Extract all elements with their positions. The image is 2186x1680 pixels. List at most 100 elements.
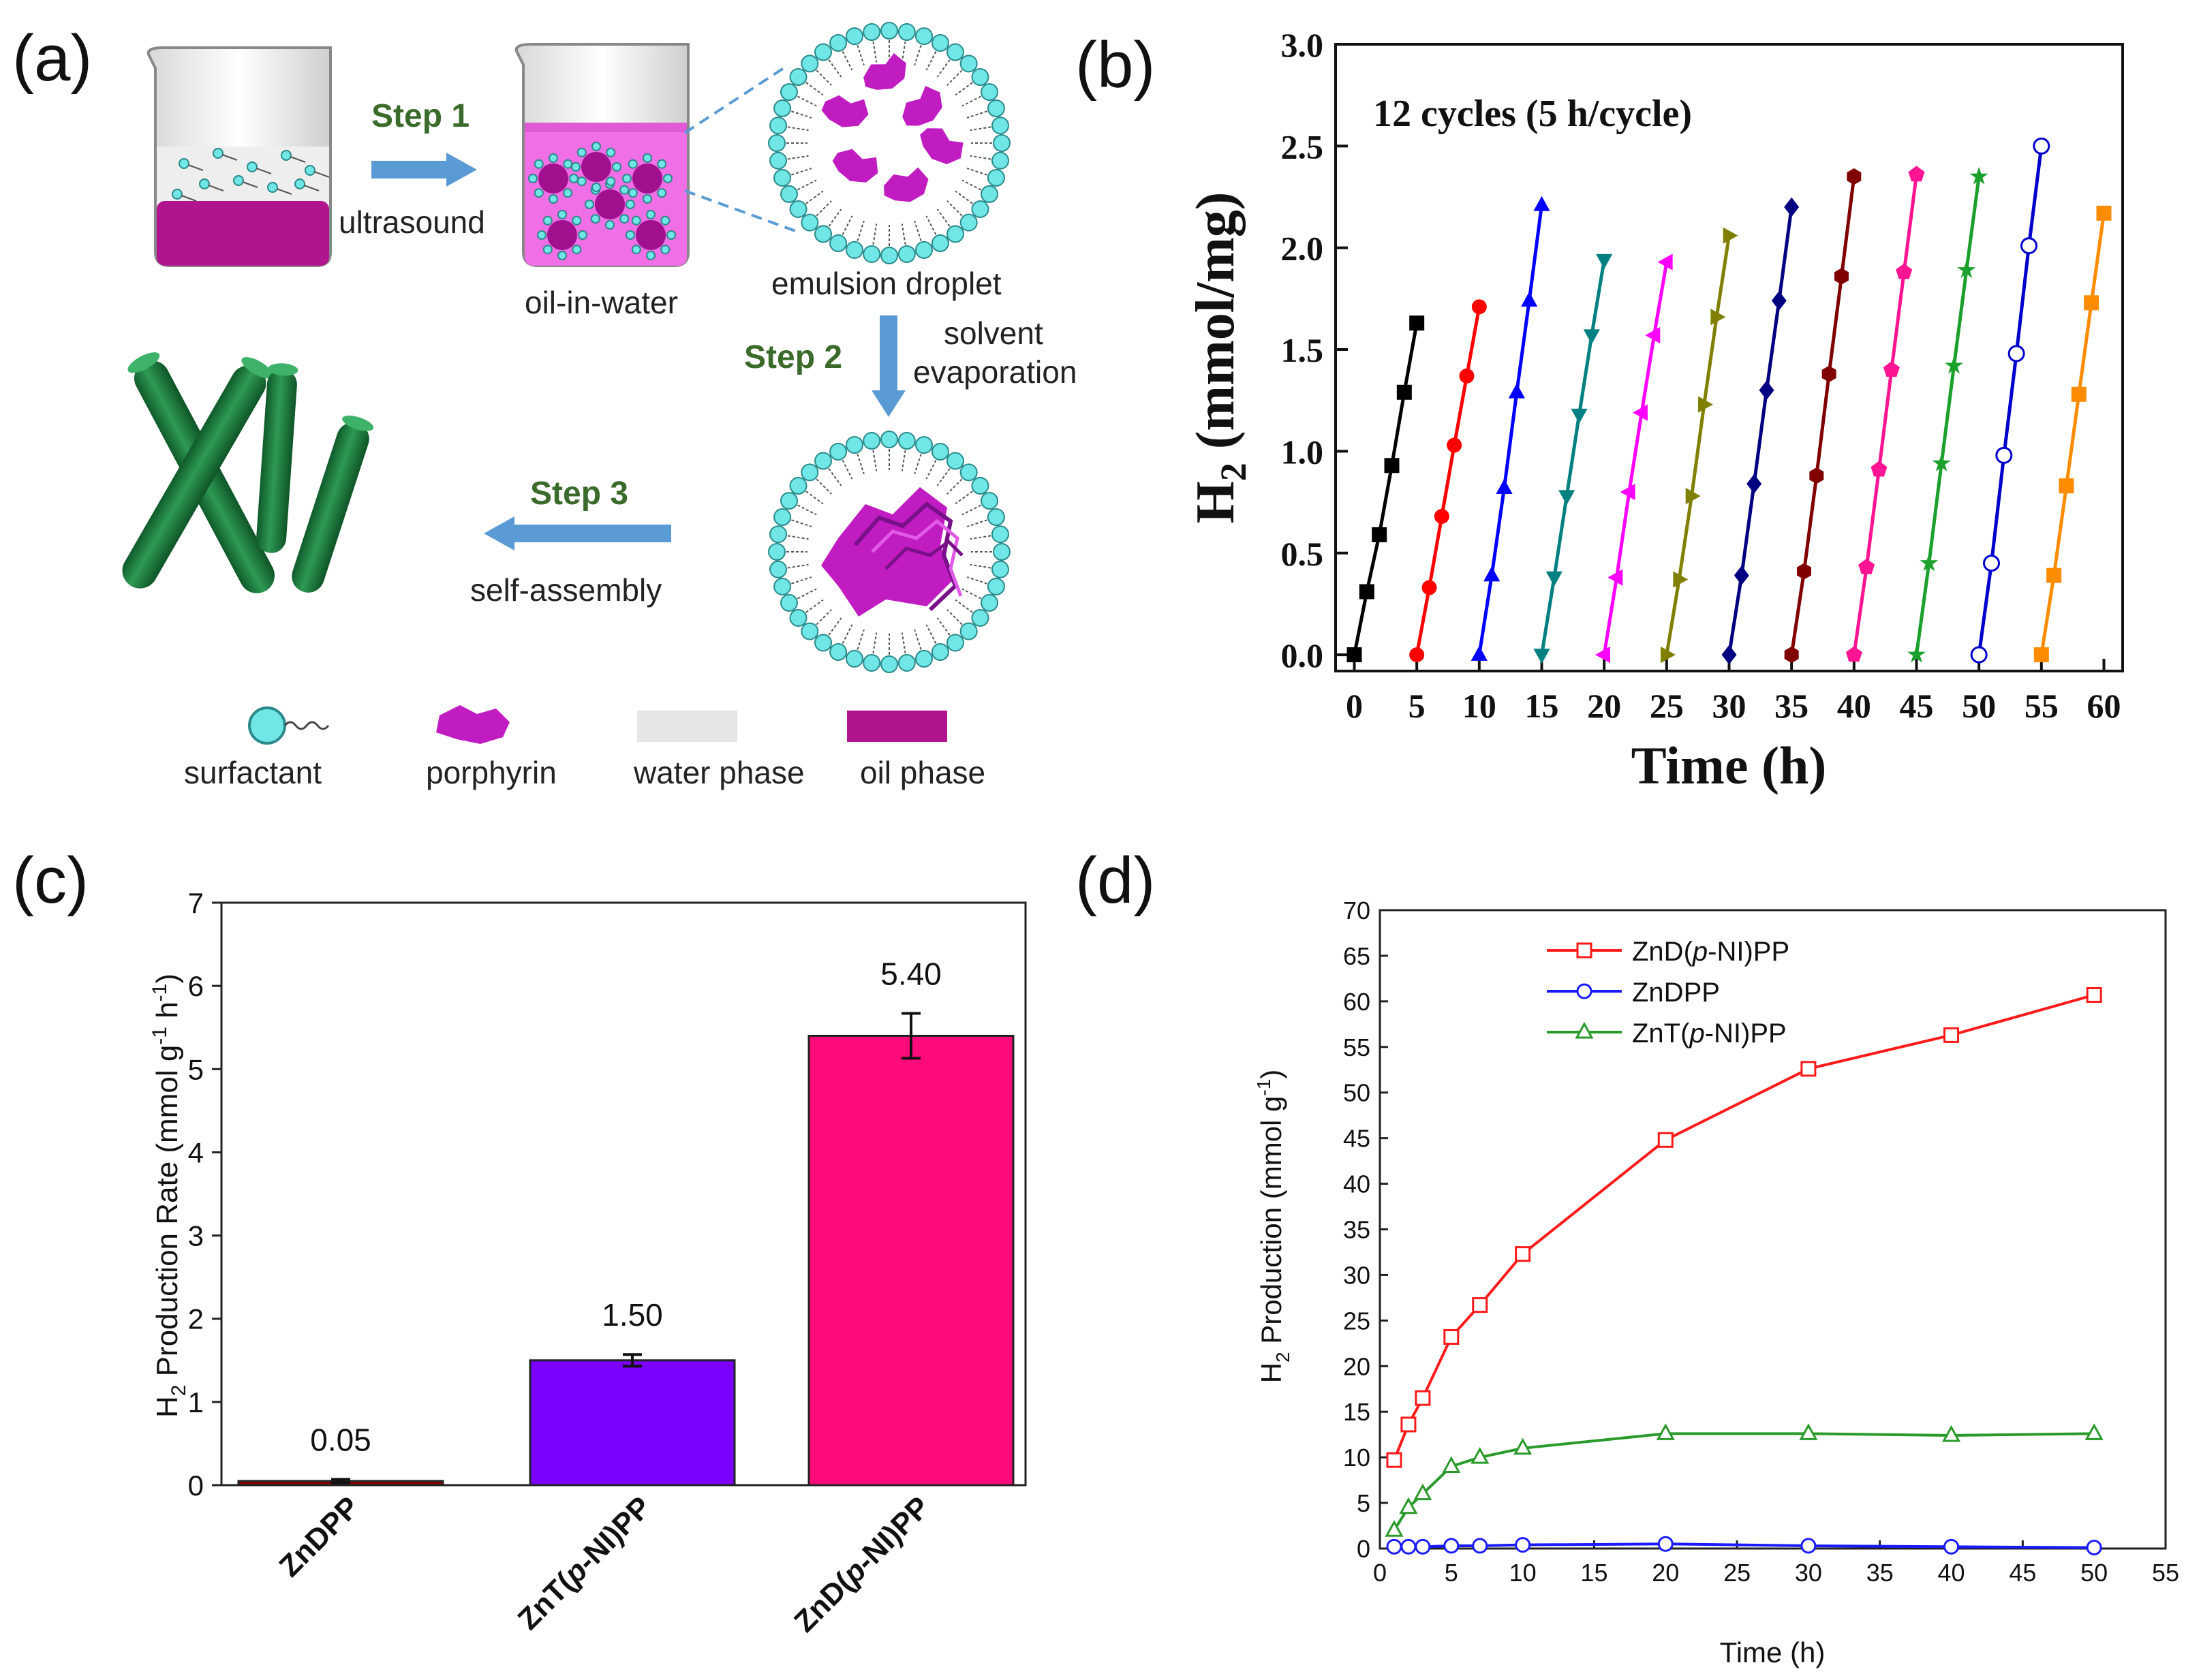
surfactant-molecule (606, 147, 616, 157)
y-tick-label-d: 30 (1343, 1261, 1370, 1289)
surfactant-head (987, 508, 1005, 527)
x-tick-label-b: 15 (1525, 687, 1559, 725)
data-point (1409, 647, 1425, 663)
y-axis-label-d: H2 Production (mmol g-1) (1253, 1070, 1293, 1384)
cycle-line (1602, 262, 1669, 655)
data-point (1943, 1538, 1960, 1555)
x-tick-label-d: 40 (1938, 1559, 1965, 1587)
surfactant-head (971, 200, 989, 218)
y-tick-label-d: 25 (1343, 1307, 1370, 1335)
surfactant-head (814, 452, 833, 470)
porphyrin-molecules (821, 53, 964, 202)
data-point (1496, 478, 1513, 494)
y-tick-label-b: 0.5 (1281, 535, 1324, 573)
data-point (1673, 571, 1689, 588)
cycle-series-8 (1784, 168, 1862, 664)
surfactant-head (993, 543, 1011, 561)
series-b (1346, 137, 2112, 665)
series-d (1385, 986, 2104, 1556)
surfactant-tail (208, 185, 224, 191)
x-tick-label-b: 30 (1712, 687, 1746, 725)
surfactant-tail (221, 154, 238, 161)
data-point (1443, 1538, 1460, 1554)
series-line (1393, 993, 2095, 1461)
surfactant-molecule (585, 200, 594, 209)
surfactant-molecule (657, 188, 667, 198)
oil-droplets (528, 142, 676, 260)
surfactant-molecule (622, 174, 632, 183)
x-tick-label-d: 20 (1652, 1559, 1679, 1587)
y-tick-label-d: 10 (1343, 1444, 1370, 1472)
surfactant-head (987, 577, 1005, 595)
cycle-series-4 (1533, 253, 1613, 664)
legend-entry: ZnT(p-NI)PP (1632, 1018, 1787, 1048)
step-1-label: Step 1 (371, 98, 469, 134)
surfactant-head (959, 463, 978, 482)
data-point (1847, 168, 1862, 185)
surfactant-head (959, 213, 978, 232)
surfactant-molecule (660, 215, 671, 225)
surfactant-tail (256, 168, 272, 174)
plot-frame-b (1334, 43, 2124, 672)
surfactant-head (846, 649, 864, 668)
oil-droplet (538, 164, 568, 193)
data-point (1721, 644, 1737, 665)
surfactant-head (829, 33, 848, 52)
y-tick-label-c: 1 (188, 1386, 204, 1418)
data-point (1657, 1132, 1674, 1148)
droplet-caption: emulsion droplet (771, 266, 1002, 301)
surfactant-molecule (557, 210, 567, 219)
cycle-line (1977, 146, 2044, 655)
surfactant-tail (303, 185, 320, 191)
surfactant-molecule (628, 188, 638, 198)
surfactant-molecule (563, 159, 573, 169)
surfactant-molecule (643, 153, 652, 163)
surfactant-head (769, 116, 788, 135)
data-point (1883, 361, 1900, 377)
surfactant-head (801, 55, 819, 73)
surfactant-head (801, 213, 819, 232)
surfactant-head (959, 55, 978, 73)
porphyrin-shape (884, 167, 929, 202)
data-point (1415, 1390, 1431, 1406)
data-point (1447, 437, 1462, 453)
axis-ticks-d: 0 5 10 15 20 25 30 35 40 45 50 55 0 5 10 15 20 25 30 35 40 45… (1343, 897, 2179, 1587)
data-point (2096, 205, 2112, 221)
data-point (1657, 1536, 1674, 1552)
x-tick-label-b: 55 (2025, 687, 2059, 725)
data-point (1771, 291, 1787, 311)
data-point (1896, 263, 1913, 279)
cycles-annotation: 12 cycles (5 h/cycle) (1373, 93, 1692, 135)
category-part: -NI)PP (570, 1490, 658, 1577)
evaporated-droplet (768, 431, 1011, 673)
data-point (1409, 315, 1425, 331)
y-tick-label-b: 3.0 (1281, 26, 1324, 64)
legend-part: p (1689, 1018, 1704, 1048)
data-point (1607, 569, 1623, 586)
data-point (1443, 1328, 1460, 1345)
surfactant-head (897, 23, 916, 42)
y-tick-label-d: 15 (1343, 1398, 1370, 1426)
cycle-line (1353, 322, 1419, 655)
surfactant-head (931, 643, 949, 662)
surfactant-head (946, 452, 964, 470)
surfactant-head (829, 643, 848, 662)
data-point (1385, 1520, 1404, 1537)
surfactant-cluster (172, 148, 330, 202)
surfactant-head (981, 593, 999, 612)
step-3-arrow (484, 516, 671, 550)
panel-d-chart: (d) 0 5 10 15 20 25 30 35 40 45 50 55 0 5 10 15 20 25 30 35… (1075, 844, 2179, 1668)
surfactant-head (780, 185, 798, 203)
surfactant-head (769, 525, 788, 544)
surfactant-tail (181, 195, 197, 202)
data-point (2046, 567, 2062, 583)
surfactant-molecule (663, 174, 673, 183)
legend-surfactant: surfactant (184, 755, 322, 790)
legend-part: -NI)PP (1708, 937, 1789, 967)
surfactant-head (897, 245, 916, 263)
y-tick-label-b: 1.5 (1281, 331, 1324, 369)
porphyrin-aggregate (821, 487, 964, 617)
surfactant-molecule (294, 178, 305, 189)
x-tick-label-b: 35 (1774, 687, 1808, 725)
data-point (1558, 490, 1575, 505)
